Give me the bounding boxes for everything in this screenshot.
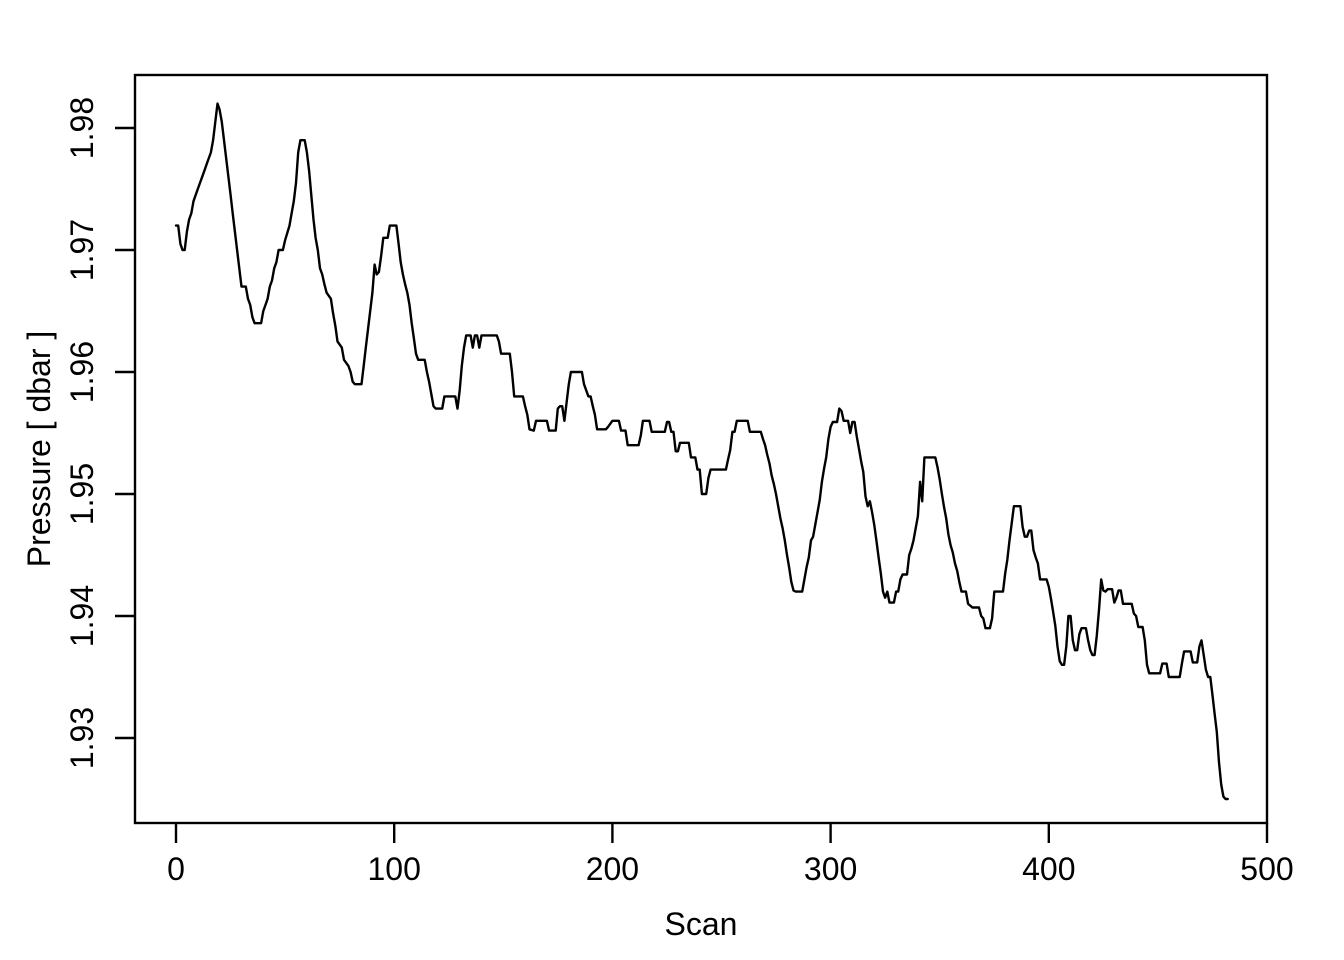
x-axis-tick-label: 0	[167, 851, 185, 887]
x-axis-tick-label: 500	[1240, 851, 1293, 887]
plot-border	[133, 73, 1269, 825]
x-axis-tick-label: 300	[804, 851, 857, 887]
data-series	[174, 102, 1229, 801]
x-axis: 0 100 200 300 400 500	[167, 823, 1294, 887]
x-axis-tick-label: 100	[368, 851, 421, 887]
x-axis-tick-label: 400	[1022, 851, 1075, 887]
y-axis-tick-label: 1.94	[64, 585, 100, 647]
y-axis-title: Pressure [ dbar ]	[21, 331, 57, 568]
x-axis-title: Scan	[665, 906, 738, 942]
y-axis-tick-label: 1.97	[64, 219, 100, 281]
y-axis-tick-label: 1.93	[64, 707, 100, 769]
y-axis-tick-label: 1.96	[64, 341, 100, 403]
y-axis: 1.93 1.94 1.95 1.96 1.97 1.98	[64, 97, 135, 769]
pressure-line	[174, 102, 1229, 801]
y-axis-tick-label: 1.98	[64, 97, 100, 159]
y-axis-tick-label: 1.95	[64, 463, 100, 525]
x-axis-tick-label: 200	[586, 851, 639, 887]
